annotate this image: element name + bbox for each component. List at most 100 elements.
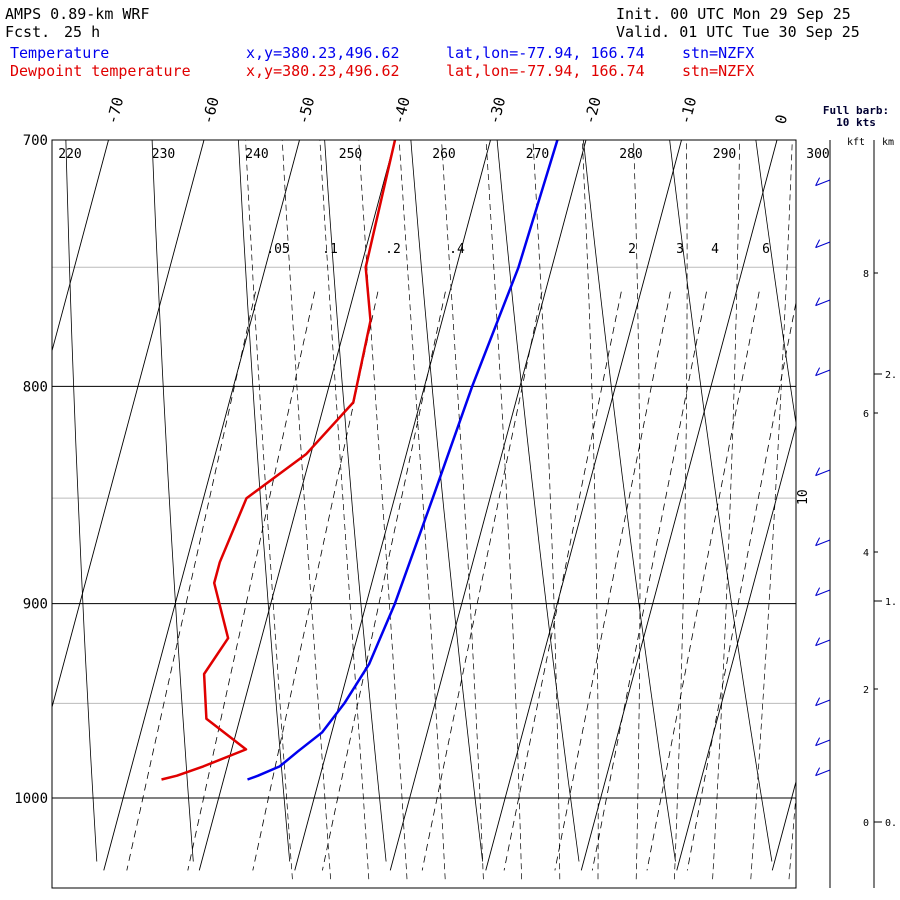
wind-barb (815, 739, 831, 747)
wind-barb-flag (815, 767, 821, 776)
dew-xy: x,y=380.23,496.62 (246, 62, 400, 80)
mixing-ratio-label: .1 (322, 242, 338, 257)
isotherm-line (294, 140, 491, 871)
plot-frame (51, 139, 797, 889)
temperature-tick-label: -50 (294, 95, 318, 126)
pressure-tick-label: 800 (23, 379, 48, 395)
moist-adiabat-line (581, 140, 599, 880)
temperature-tick-label: -10 (676, 95, 700, 126)
temperature-series-line (247, 140, 559, 781)
theta-label: 240 (245, 147, 268, 162)
valid-time: Valid. 01 UTC Tue 30 Sep 25 (616, 23, 860, 41)
wind-barb (815, 179, 831, 187)
theta-label: 280 (619, 147, 642, 162)
mixing-ratio-line (686, 300, 796, 871)
dewpoint-series-line (161, 140, 397, 781)
mixing-ratio-line (126, 291, 256, 871)
mixing-ratio-label: 2 (628, 242, 636, 257)
barb-legend-line2: 10 kts (836, 116, 876, 129)
dry-adiabat-line (496, 140, 580, 862)
isotherm-line (0, 140, 13, 870)
moist-adiabat-line (827, 114, 895, 880)
barb-legend-line1: Full barb: (823, 104, 889, 117)
mixing-ratio-line (503, 291, 622, 871)
moist-adiabat-line (674, 140, 688, 880)
theta-label: 300 (806, 147, 829, 162)
temp-xy: x,y=380.23,496.62 (246, 44, 400, 62)
mixing-ratio-label: 4 (711, 242, 719, 257)
wind-barb (815, 769, 831, 777)
isotherm-line (771, 780, 796, 871)
pressure-tick-label: 900 (23, 597, 48, 613)
init-time: Init. 00 UTC Mon 29 Sep 25 (616, 5, 851, 23)
wind-barb (815, 539, 831, 547)
mixing-ratio-line (322, 291, 446, 871)
kft-tick-label: 8 (863, 269, 869, 280)
wind-barb (815, 299, 831, 307)
model-title: AMPS 0.89-km WRF (5, 5, 150, 23)
kft-tick-label: 2 (863, 685, 869, 696)
moist-adiabat-line (358, 140, 408, 880)
wind-barb (815, 469, 831, 477)
legend-dewpoint: Dewpoint temperature (10, 62, 191, 80)
moist-adiabat-line (319, 140, 370, 880)
kft-label: kft (847, 137, 865, 148)
dry-adiabat-line (669, 140, 773, 862)
kft-tick-label: 0 (863, 818, 869, 829)
moist-adiabat-line (441, 140, 484, 880)
temperature-tick-label: -70 (103, 95, 127, 126)
mixing-ratio-line (421, 291, 543, 871)
mixing-ratio-label: .2 (385, 242, 401, 257)
isotherm-line (868, 140, 900, 870)
temp-latlon: lat,lon=-77.94, 166.74 (446, 44, 645, 62)
mixing-ratio-line (187, 291, 316, 871)
mixing-ratio-label: .05 (266, 242, 289, 257)
dry-adiabat-line (238, 140, 291, 862)
pressure-tick-label: 700 (23, 133, 48, 149)
wind-barb (815, 589, 831, 597)
wind-barb-flag (815, 239, 821, 248)
temperature-tick-label: -40 (389, 95, 413, 126)
mixing-ratio-label: .4 (449, 242, 465, 257)
wind-barb-flag (815, 297, 821, 306)
kft-tick-label: 6 (863, 409, 869, 420)
mixing-ratio-line (591, 291, 707, 871)
dry-adiabat-line (755, 140, 796, 426)
dew-station: stn=NZFX (682, 62, 755, 80)
isotherm-line (389, 140, 587, 871)
mixing-ratio-line (554, 291, 671, 871)
mixing-ratio-label: 6 (762, 242, 770, 257)
temperature-tick-label: 0 (771, 113, 791, 126)
wind-barb-flag (815, 177, 821, 186)
wind-barb-flag (815, 637, 821, 646)
wind-barb (815, 639, 831, 647)
theta-label: 250 (339, 147, 362, 162)
km-tick-label: 1. (885, 597, 897, 608)
dry-adiabat-line (410, 140, 483, 862)
wind-barb (815, 699, 831, 707)
dry-adiabat-line (838, 114, 900, 862)
moist-adiabat-line (865, 114, 900, 880)
moist-adiabat-line (281, 140, 331, 880)
mixing-ratio-label: 3 (676, 242, 684, 257)
moist-adiabat-line (532, 140, 561, 880)
theta-label: 290 (713, 147, 736, 162)
pressure-tick-label: 1000 (14, 791, 48, 807)
km-label: km (882, 137, 894, 148)
forecast-label: Fcst. (5, 23, 51, 41)
temperature-tick-label: -60 (198, 95, 222, 126)
dry-adiabat-line (324, 140, 387, 862)
km-tick-label: 2. (885, 370, 897, 381)
moist-adiabat-line (750, 140, 793, 880)
isotherm-line (485, 140, 682, 871)
dry-adiabat-line (65, 140, 98, 862)
wind-barb-flag (815, 737, 821, 746)
wind-barb-flag (815, 587, 821, 596)
theta-label: 220 (58, 147, 81, 162)
moist-adiabat-line (633, 140, 641, 880)
wind-barb-flag (815, 537, 821, 546)
dry-adiabat-line (583, 140, 676, 862)
mixing-ratio-line (646, 291, 760, 871)
wind-barb-flag (815, 697, 821, 706)
